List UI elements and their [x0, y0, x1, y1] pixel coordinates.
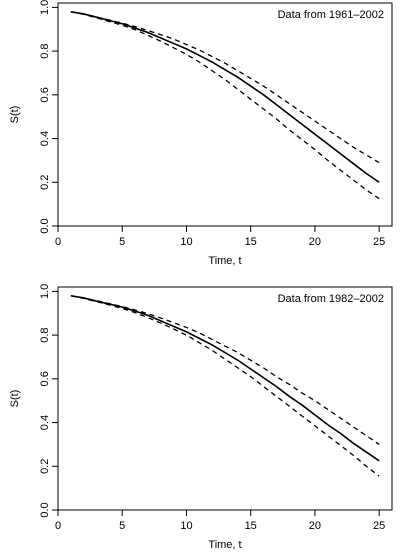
chart-1-x-tick-label: 20: [309, 236, 321, 248]
chart-2-x-axis-title: Time, t: [208, 539, 241, 551]
chart-1-y-tick-label: 1.0: [39, 0, 51, 15]
chart-2-y-tick-label: 0.0: [39, 502, 51, 517]
chart-2-x-tick-label: 15: [245, 520, 257, 532]
chart-1-x-tick-label: 5: [119, 236, 125, 248]
chart-2-x-tick-label: 0: [55, 520, 61, 532]
chart-2-x-tick-label: 10: [180, 520, 192, 532]
chart-2-y-axis-title: S(t): [9, 390, 21, 408]
chart-2-x-tick-label: 5: [119, 520, 125, 532]
chart-1-estimate-line: [70, 10, 380, 183]
chart-1-x-tick-label: 10: [180, 236, 192, 248]
chart-1-y-tick-label: 0.8: [39, 43, 51, 58]
chart-2-upper-bound-line: [70, 295, 380, 445]
chart-2-y-tick-label: 0.4: [39, 415, 51, 430]
chart-2-y-tick-label: 0.2: [39, 459, 51, 474]
chart-2-annotation: Data from 1982–2002: [278, 293, 384, 305]
chart-1-y-axis-title: S(t): [9, 106, 21, 124]
chart-1-x-tick-label: 0: [55, 236, 61, 248]
chart-2-plot-frame: [57, 286, 393, 511]
chart-1-y-tick-label: 0.6: [39, 87, 51, 102]
chart-2-y-tick-label: 0.6: [39, 371, 51, 386]
chart-2-x-tick-label: 20: [309, 520, 321, 532]
chart-1-y-tick-label: 0.2: [39, 175, 51, 190]
chart-2-y-tick-label: 0.8: [39, 327, 51, 342]
chart-1-annotation: Data from 1961–2002: [278, 9, 384, 21]
chart-2-x-tick-label: 25: [373, 520, 385, 532]
chart-1-x-tick-label: 25: [373, 236, 385, 248]
chart-1-plot-frame: [57, 2, 393, 227]
chart-2-lower-bound-line: [70, 295, 380, 477]
chart-1-y-tick-label: 0.4: [39, 131, 51, 146]
chart-1-lower-bound-line: [70, 11, 380, 200]
chart-1-y-tick-label: 0.0: [39, 218, 51, 233]
chart-1-upper-bound-line: [70, 11, 380, 164]
chart-2-y-tick-label: 1.0: [39, 284, 51, 299]
chart-2-estimate-line: [70, 294, 380, 462]
chart-1-x-tick-label: 15: [245, 236, 257, 248]
chart-1-x-axis-title: Time, t: [208, 255, 241, 267]
